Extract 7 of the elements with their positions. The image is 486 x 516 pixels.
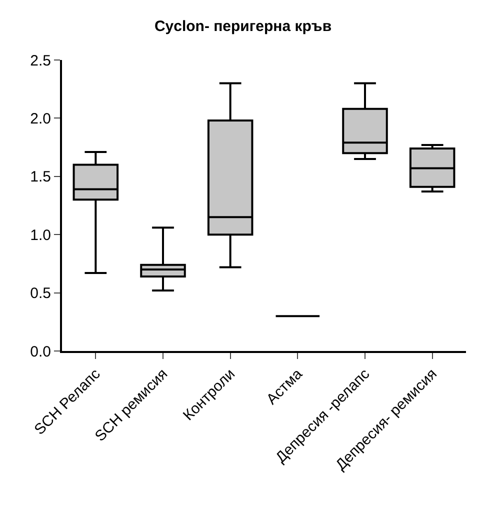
y-tick-label: 2.0 — [30, 110, 51, 128]
y-tick-label: 0.0 — [30, 343, 51, 360]
y-tick-label: 1.5 — [30, 168, 51, 186]
chart-title: Cyclon- перигерна кръв — [154, 18, 332, 36]
y-tick-label: 0.5 — [30, 285, 51, 302]
y-tick-label: 1.0 — [30, 226, 51, 244]
y-tick-label: 2.5 — [30, 52, 51, 70]
